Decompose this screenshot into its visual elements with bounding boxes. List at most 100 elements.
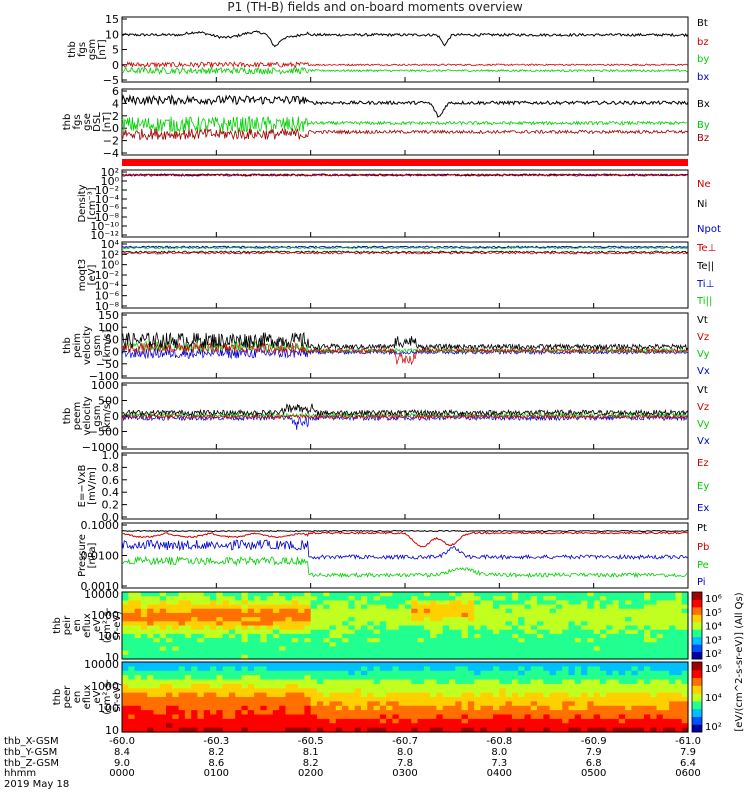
heatmap-cell [260,683,268,689]
panel-peer-spectrogram: 10000100010010thbpeerenefluxeV(cm²-s-sr-… [52,658,689,737]
heatmap-cell [272,617,280,622]
heatmap-cell [524,654,532,660]
y-axis-label: thbpeerenefluxeV(cm²-s-sr-eV) [52,679,123,715]
heatmap-cell [342,654,349,660]
heatmap-cell [147,633,155,639]
heatmap-cell [537,688,544,694]
heatmap-cell [650,679,658,685]
heatmap-cell [405,600,412,606]
heatmap-cell [241,718,249,724]
heatmap-cell [430,710,438,716]
heatmap-cell [612,714,620,720]
heatmap-cell [298,617,305,622]
heatmap-cell [555,705,563,711]
heatmap-cell [247,650,255,656]
heatmap-cell [373,710,381,716]
heatmap-cell [392,638,400,643]
heatmap-cell [505,683,513,689]
heatmap-cell [669,621,677,627]
heatmap-cell [631,710,639,716]
heatmap-cell [643,714,651,720]
heatmap-cell [222,633,230,639]
heatmap-cell [178,633,186,639]
heatmap-cell [442,621,450,627]
heatmap-cell [499,705,507,711]
heatmap-cell [360,650,368,656]
heatmap-cell [436,596,444,601]
heatmap-cell [662,596,670,601]
heatmap-cell [511,723,519,729]
heatmap-cell [681,705,689,711]
heatmap-cell [285,683,293,689]
heatmap-cell [304,642,312,648]
heatmap-cell [562,608,570,614]
heatmap-cell [279,642,287,648]
heatmap-cell [423,642,431,648]
heatmap-cell [625,612,632,618]
heatmap-cell [543,600,551,606]
heatmap-cell [562,662,570,667]
heatmap-cell [323,625,331,631]
heatmap-cell [140,629,148,635]
heatmap-cell [662,718,670,724]
y-axis-label: E=−VxB[mV/m] [77,465,98,508]
heatmap-cell [461,670,469,676]
heatmap-cell [304,650,312,656]
heatmap-cell [298,596,305,601]
legend-peem-velocity-entry: Vt [697,385,708,396]
heatmap-cell [562,688,570,694]
heatmap-cell [191,666,199,672]
heatmap-cell [606,642,614,648]
heatmap-cell [593,638,601,643]
heatmap-cell [153,617,161,622]
heatmap-cell [260,675,268,681]
heatmap-cell [272,670,280,676]
heatmap-cell [669,638,677,643]
heatmap-cell [367,646,375,652]
heatmap-cell [310,670,318,676]
heatmap-cell [241,675,249,681]
heatmap-cell [335,629,343,635]
heatmap-cell [568,692,576,698]
y-tick-label: 10 [105,651,119,664]
heatmap-cell [360,692,368,698]
heatmap-cell [650,642,658,648]
heatmap-cell [197,662,205,667]
y-tick-label: −4 [103,147,119,160]
heatmap-cell [398,608,406,614]
heatmap-cell [486,612,494,618]
heatmap-cell [423,723,431,729]
heatmap-cell [172,633,180,639]
heatmap-cell [643,596,651,601]
heatmap-cell [386,697,394,702]
heatmap-cell [599,646,607,652]
heatmap-cell [298,650,305,656]
heatmap-cell [511,697,519,702]
heatmap-cell [423,692,431,698]
heatmap-cell [197,625,205,631]
heatmap-cell [285,723,293,729]
heatmap-cell [228,688,236,694]
heatmap-cell [203,666,211,672]
heatmap-cell [436,683,444,689]
heatmap-cell [329,617,337,622]
heatmap-cell [581,662,588,667]
heatmap-cell [474,679,482,685]
heatmap-cell [562,718,570,724]
heatmap-cell [348,629,356,635]
heatmap-cell [625,718,632,724]
heatmap-cell [637,679,645,685]
heatmap-cell [373,629,381,635]
y-tick-label: 0 [112,122,119,135]
heatmap-cell [241,596,249,601]
heatmap-cell [650,646,658,652]
heatmap-cell [474,727,482,733]
heatmap-cell [216,646,224,652]
heatmap-cell [511,683,519,689]
heatmap-cell [650,600,658,606]
heatmap-cell [486,683,494,689]
heatmap-cell [216,625,224,631]
heatmap-cell [562,600,570,606]
heatmap-cell [568,710,576,716]
heatmap-cell [285,679,293,685]
